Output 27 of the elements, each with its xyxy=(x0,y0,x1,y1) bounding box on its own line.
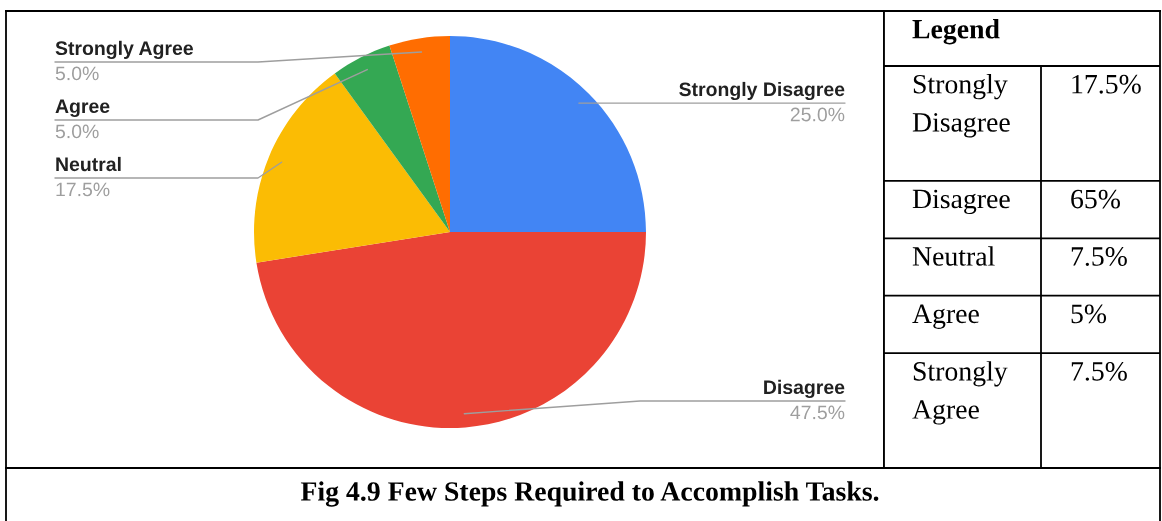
text: 5% xyxy=(1071,304,1107,324)
text: 7.5% xyxy=(1071,361,1127,381)
pie-slice xyxy=(389,36,450,232)
pie-slice xyxy=(334,45,450,232)
text: Disagree xyxy=(912,189,1010,215)
caption: Fig 4.9 Few Steps Required to Accomplish Tasks. xyxy=(300,481,879,507)
data-label: 25.0% xyxy=(790,107,845,122)
slice-label: Strongly Agree xyxy=(55,40,193,59)
text: Legend xyxy=(912,19,1000,45)
slice-label: Neutral xyxy=(56,156,121,172)
pie-slice xyxy=(254,73,450,263)
text: Strongly Agree xyxy=(912,361,1008,425)
slice-label: Disagree xyxy=(764,379,845,398)
pie-slice xyxy=(450,36,646,232)
text: Strongly Disagree xyxy=(912,74,1010,138)
data-label: 47.5% xyxy=(790,405,845,420)
text: Neutral xyxy=(912,246,995,266)
data-label: 17.5% xyxy=(56,182,110,197)
data-label: 5.0% xyxy=(55,66,99,81)
pie-slice xyxy=(256,232,646,428)
text: 65% xyxy=(1071,189,1120,209)
text: 17.5% xyxy=(1072,74,1141,94)
text: Agree xyxy=(912,304,979,329)
slice-label: Agree xyxy=(55,99,110,117)
slice-label: Strongly Disagree xyxy=(679,81,845,101)
data-label: 5.0% xyxy=(55,124,99,139)
text: 7.5% xyxy=(1071,247,1127,266)
